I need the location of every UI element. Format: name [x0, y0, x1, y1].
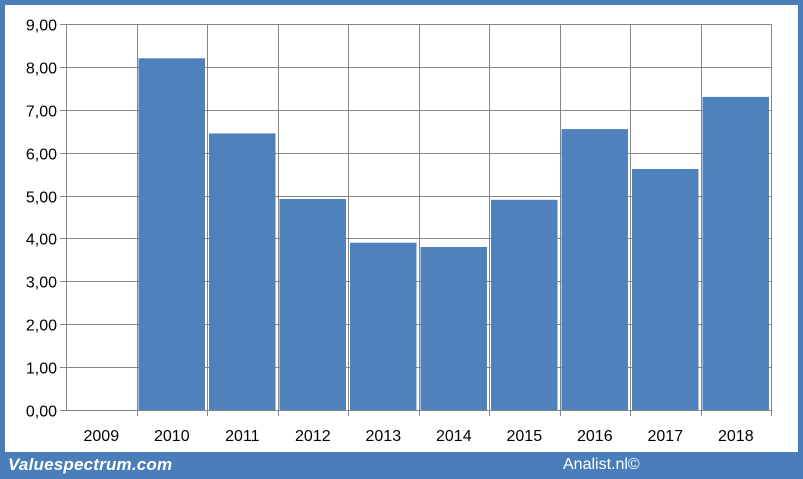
bar-2012	[279, 199, 346, 410]
bar-2014	[420, 247, 487, 410]
x-tick-label: 2009	[84, 428, 120, 445]
bar-2016	[561, 129, 628, 410]
y-tick-label: 3,00	[26, 275, 57, 292]
y-tick-label: 9,00	[26, 18, 57, 35]
x-tick-label: 2012	[295, 428, 331, 445]
bar-2010	[138, 58, 205, 411]
x-tick-label: 2015	[507, 428, 543, 445]
bar-2011	[209, 133, 276, 410]
y-tick-label: 1,00	[26, 361, 57, 378]
y-tick-label: 0,00	[26, 404, 57, 421]
footer-credit-label: Analist.nl©	[563, 456, 640, 473]
x-tick-label: 2014	[436, 428, 472, 445]
bar-2013	[350, 242, 417, 410]
bar-2018	[702, 96, 769, 411]
y-tick-label: 4,00	[26, 232, 57, 249]
axis-layer	[60, 24, 771, 411]
y-tick-label: 5,00	[26, 190, 57, 207]
y-tick-label: 2,00	[26, 318, 57, 335]
bars-layer	[138, 58, 769, 411]
x-tick-label: 2018	[718, 428, 754, 445]
y-tick-label: 8,00	[26, 61, 57, 78]
x-tick-label: 2013	[366, 428, 402, 445]
labels-layer: 0,00 1,00 2,00 3,00 4,00 5,00 6,00 7,00 8,00 9,00…	[26, 18, 754, 446]
x-tick-label: 2017	[648, 428, 684, 445]
footer-source-label: Valuespectrum.com	[8, 455, 173, 474]
x-tick-label: 2010	[154, 428, 190, 445]
x-tick-label: 2016	[577, 428, 613, 445]
y-tick-label: 7,00	[26, 104, 57, 121]
x-tick-label: 2011	[225, 428, 260, 445]
y-tick-label: 6,00	[26, 147, 57, 164]
bar-2017	[632, 169, 699, 410]
bar-2015	[491, 199, 558, 410]
